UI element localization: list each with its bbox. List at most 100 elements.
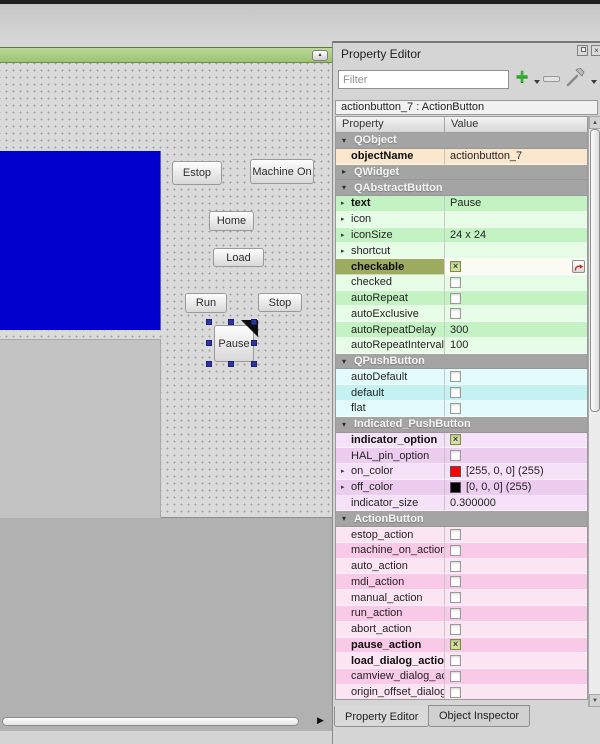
property-row-pause-action[interactable]: pause_action × [336,637,587,654]
property-value-cell[interactable]: 24 x 24 [445,227,587,244]
checkbox-checked[interactable] [450,276,461,288]
selection-handle[interactable] [228,361,234,367]
checkbox-checkable[interactable]: × [450,261,461,272]
property-value-cell[interactable] [445,369,587,386]
property-row-autoexclusive[interactable]: autoExclusive [336,306,587,323]
group-row-QAbstractButton[interactable]: ▾ QAbstractButton [336,180,587,197]
checkbox-mdi_action[interactable] [450,576,461,588]
property-name-cell[interactable]: mdi_action [336,574,445,591]
property-value-cell[interactable] [445,401,587,417]
checkbox-autoRepeat[interactable] [450,292,461,304]
group-row-Indicated_PushButton[interactable]: ▾ Indicated_PushButton [336,416,587,433]
scroll-up-icon[interactable]: ▲ [589,116,600,129]
checkbox-camview_dialog_acti...[interactable] [450,670,461,682]
property-value-cell[interactable] [445,385,587,402]
property-value-cell[interactable]: 0.300000 [445,495,587,512]
property-name-cell[interactable]: indicator_option [336,432,445,449]
property-name-cell[interactable]: run_action [336,605,445,622]
canvas-button-load[interactable]: Load [213,248,264,267]
property-value-cell[interactable] [445,653,587,670]
property-row-checked[interactable]: checked [336,274,587,291]
column-header-value[interactable]: Value [451,118,479,130]
property-name-cell[interactable]: ▸ off_color [336,479,445,496]
property-name-cell[interactable]: indicator_size [336,495,445,512]
property-value-cell[interactable] [445,290,587,307]
reset-property-icon[interactable] [572,260,585,274]
add-property-icon[interactable]: + [515,64,529,89]
property-row-indicator-option[interactable]: indicator_option × [336,432,587,449]
canvas-button-stop[interactable]: Stop [258,293,302,312]
property-value-cell[interactable] [445,590,587,606]
property-row-manual-action[interactable]: manual_action [336,590,587,606]
property-value-cell[interactable]: Pause [445,196,587,212]
property-name-cell[interactable]: auto_action [336,558,445,575]
canvas-button-home[interactable]: Home [209,211,254,231]
selection-handle[interactable] [206,319,212,325]
property-name-cell[interactable]: autoRepeatInterval [336,337,445,354]
property-name-cell[interactable]: objectName [336,148,445,165]
property-row-checkable[interactable]: checkable × [336,259,587,275]
property-value-cell[interactable] [445,558,587,575]
property-name-cell[interactable]: ▸ shortcut [336,243,445,260]
selection-handle[interactable] [228,319,234,325]
tab-property-editor[interactable]: Property Editor [334,706,430,727]
property-value-cell[interactable]: × [445,637,587,654]
checkbox-HAL_pin_option[interactable] [450,450,461,462]
property-name-cell[interactable]: camview_dialog_acti... [336,669,445,685]
scroll-down-icon[interactable]: ▼ [589,694,600,707]
group-row-QWidget[interactable]: ▸ QWidget [336,164,587,181]
property-row-on-color[interactable]: ▸ on_color [255, 0, 0] (255) [336,464,587,480]
property-name-cell[interactable]: autoExclusive [336,306,445,323]
property-name-cell[interactable]: ▸ text [336,196,445,212]
property-name-cell[interactable]: load_dialog_action [336,653,445,670]
property-row-load-dialog-action[interactable]: load_dialog_action [336,653,587,670]
selection-handle[interactable] [251,340,257,346]
property-name-cell[interactable]: pause_action [336,637,445,654]
property-value-cell[interactable]: 100 [445,337,587,354]
selection-handle[interactable] [251,361,257,367]
group-row-QPushButton[interactable]: ▾ QPushButton [336,353,587,370]
canvas-button-run[interactable]: Run [185,293,227,313]
property-name-cell[interactable]: machine_on_action [336,542,445,559]
form-window-titlebar[interactable] [0,47,332,63]
property-row-estop-action[interactable]: estop_action [336,527,587,543]
property-name-cell[interactable]: manual_action [336,590,445,606]
property-name-cell[interactable]: checked [336,274,445,291]
property-value-cell[interactable]: × [445,259,587,275]
horizontal-scrollbar-thumb[interactable] [2,717,299,726]
property-row-autodefault[interactable]: autoDefault [336,369,587,386]
checkbox-machine_on_action[interactable] [450,544,461,556]
column-header-property[interactable]: Property [336,117,445,132]
property-row-off-color[interactable]: ▸ off_color [0, 0, 0] (255) [336,479,587,496]
property-row-autorepeatinterval[interactable]: autoRepeatInterval 100 [336,337,587,354]
checkbox-run_action[interactable] [450,607,461,619]
configure-icon[interactable] [564,67,586,88]
property-value-cell[interactable] [445,243,587,260]
checkbox-origin_offset_dialog[interactable] [450,686,461,698]
property-name-cell[interactable]: ▸ icon [336,211,445,228]
property-value-cell[interactable]: 300 [445,322,587,338]
property-row-autorepeatdelay[interactable]: autoRepeatDelay 300 [336,322,587,338]
checkbox-load_dialog_action[interactable] [450,655,461,667]
property-name-cell[interactable]: checkable [336,259,445,275]
property-row-abort-action[interactable]: abort_action [336,621,587,638]
property-row-shortcut[interactable]: ▸ shortcut [336,243,587,260]
property-name-cell[interactable]: ▸ iconSize [336,227,445,244]
property-value-cell[interactable] [445,306,587,323]
property-value-cell[interactable] [445,448,587,465]
property-value-cell[interactable]: [255, 0, 0] (255) [445,464,587,480]
property-name-cell[interactable]: ▸ on_color [336,464,445,480]
property-value-cell[interactable] [445,621,587,638]
vertical-scrollbar-thumb[interactable] [590,129,600,412]
filter-input[interactable] [338,70,509,89]
checkbox-indicator_option[interactable]: × [450,434,461,446]
checkbox-abort_action[interactable] [450,623,461,635]
property-value-cell[interactable]: [0, 0, 0] (255) [445,479,587,496]
checkbox-estop_action[interactable] [450,529,461,541]
property-name-cell[interactable]: autoRepeatDelay [336,322,445,338]
checkbox-pause_action[interactable]: × [450,639,461,651]
group-row-ActionButton[interactable]: ▾ ActionButton [336,511,587,528]
tab-object-inspector[interactable]: Object Inspector [428,705,531,727]
property-name-cell[interactable]: HAL_pin_option [336,448,445,465]
property-row-iconsize[interactable]: ▸ iconSize 24 x 24 [336,227,587,244]
